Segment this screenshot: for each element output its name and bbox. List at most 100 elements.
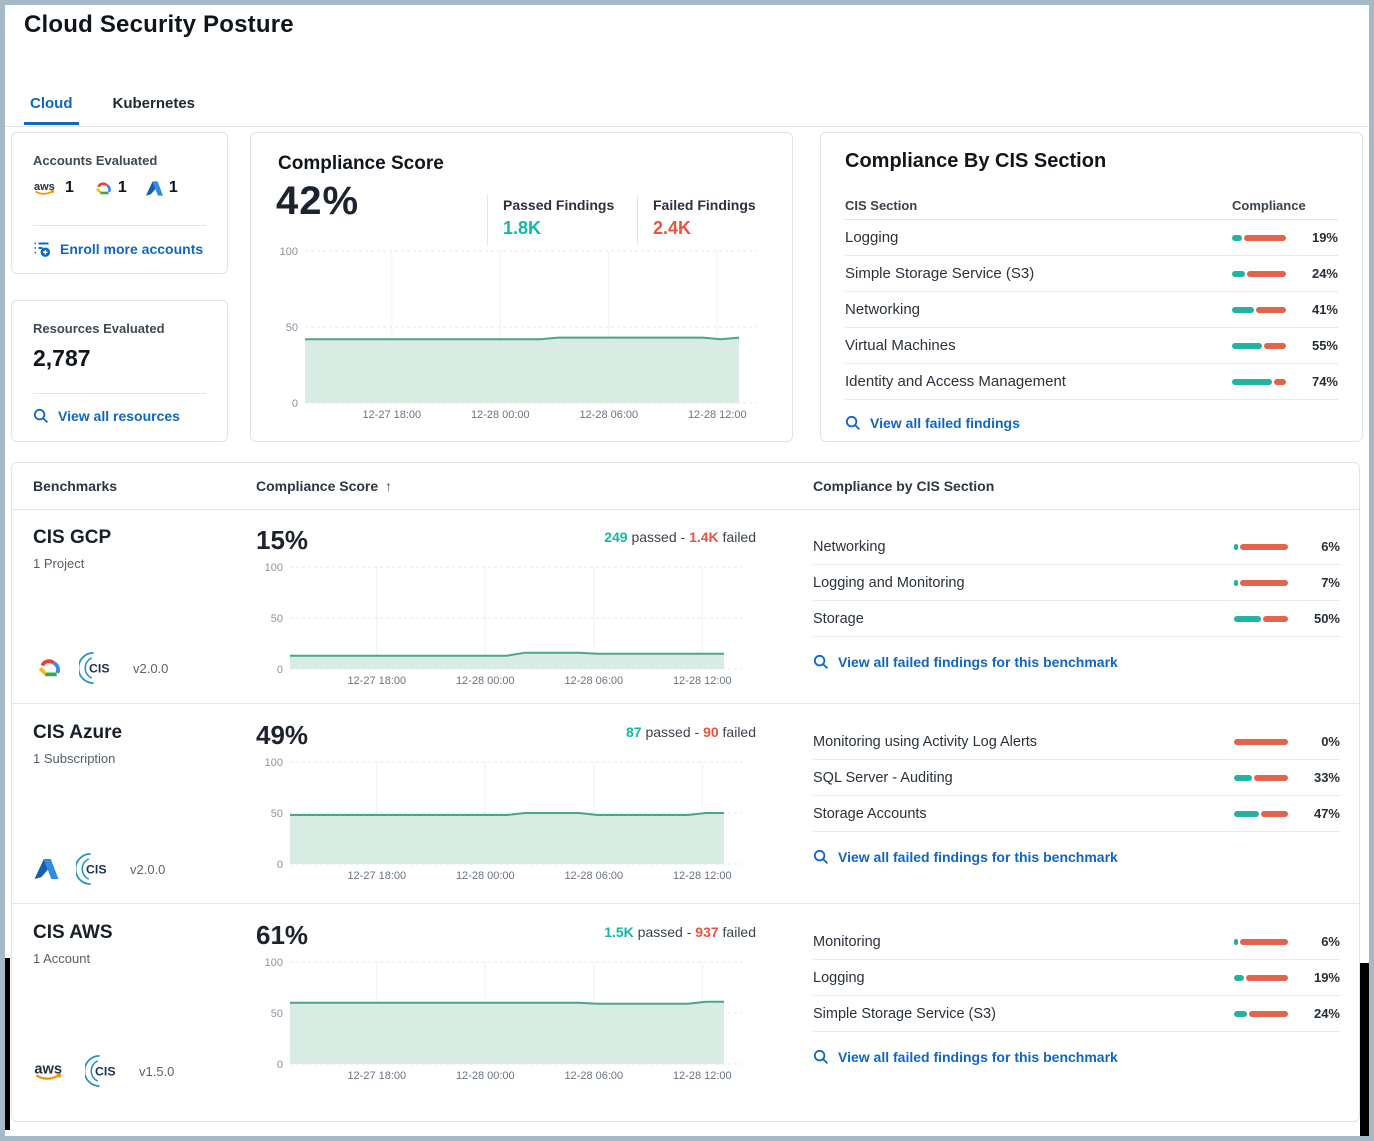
accounts-card-title: Accounts Evaluated (33, 153, 158, 168)
svg-text:50: 50 (271, 1008, 283, 1020)
view-failed-findings-benchmark-link[interactable]: View all failed findings for this benchm… (813, 1049, 1118, 1065)
table-row: Simple Storage Service (S3) 24% (845, 256, 1338, 292)
table-row: Logging and Monitoring 7% (813, 565, 1340, 601)
resources-card-title: Resources Evaluated (33, 321, 165, 336)
compliance-minibar (1234, 774, 1288, 781)
benchmark-logos: CIS v2.0.0 (33, 850, 165, 888)
compliance-minibar (1234, 543, 1288, 550)
table-row: Monitoring using Activity Log Alerts 0% (813, 724, 1340, 760)
screen-artifact-right (1360, 963, 1369, 1136)
search-icon (813, 849, 829, 865)
view-all-failed-findings-link[interactable]: View all failed findings (845, 415, 1020, 431)
svg-text:0: 0 (277, 859, 283, 871)
table-row: Simple Storage Service (S3) 24% (813, 996, 1340, 1032)
svg-text:50: 50 (271, 808, 283, 820)
svg-text:12-28 12:00: 12-28 12:00 (688, 409, 747, 421)
benchmark-score: 49% (256, 720, 309, 750)
compliance-minibar (1232, 342, 1286, 349)
table-row: Networking 41% (845, 292, 1338, 328)
svg-text:aws: aws (34, 1061, 62, 1077)
compliance-score-chart: 12-27 18:00 12-28 00:00 12-28 06:00 12-28 1… (271, 245, 773, 428)
svg-text:50: 50 (271, 613, 283, 625)
svg-text:CIS: CIS (89, 661, 109, 675)
benchmark-cis-sections: Networking 6% Logging and Monitoring 7% … (813, 529, 1340, 675)
passed-failed-summary: 1.5K passed - 937 failed (604, 924, 756, 940)
aws-logo-icon: aws (34, 181, 55, 195)
benchmark-scope: 1 Project (33, 556, 85, 571)
svg-text:12-28 00:00: 12-28 00:00 (456, 870, 515, 882)
benchmark-name: CIS Azure (33, 722, 123, 743)
svg-text:0: 0 (277, 664, 283, 676)
table-row: Logging 19% (813, 960, 1340, 996)
svg-text:12-27 18:00: 12-27 18:00 (362, 409, 421, 421)
benchmark-cis-sections: Monitoring 6% Logging 19% Simple Storage… (813, 924, 1340, 1070)
card-divider (33, 393, 206, 394)
benchmark-score-chart: 12-27 18:00 12-28 00:00 12-28 06:00 12-28 1… (256, 756, 758, 889)
col-cis-section: CIS Section (845, 197, 918, 213)
card-divider (33, 225, 206, 226)
benchmark-name: CIS GCP (33, 527, 112, 548)
compliance-by-cis-section-card: Compliance By CIS Section CIS Section Co… (820, 132, 1363, 442)
tab-cloud[interactable]: Cloud (24, 95, 79, 125)
benchmarks-table-card: Benchmarks Compliance Score ↑ Compliance… (11, 462, 1360, 1122)
tab-kubernetes[interactable]: Kubernetes (112, 95, 196, 112)
benchmark-row-cis-aws: CIS AWS 1 Account aws CIS v1.5.0 61% 1.5… (12, 903, 1359, 1124)
col-compliance: Compliance (1232, 197, 1306, 213)
resources-count: 2,787 (33, 345, 91, 371)
search-icon (813, 1049, 829, 1065)
azure-logo-icon (34, 859, 59, 879)
failed-findings-stat: Failed Findings 2.4K (637, 195, 756, 245)
svg-text:12-28 12:00: 12-28 12:00 (673, 870, 732, 882)
view-failed-findings-benchmark-link[interactable]: View all failed findings for this benchm… (813, 654, 1118, 670)
failed-findings-label: Failed Findings (653, 197, 756, 213)
svg-text:12-28 06:00: 12-28 06:00 (564, 675, 623, 687)
header-divider (5, 126, 1369, 127)
svg-text:CIS: CIS (95, 1064, 115, 1078)
benchmark-cis-sections: Monitoring using Activity Log Alerts 0% … (813, 724, 1340, 870)
svg-text:100: 100 (265, 957, 283, 969)
provider-counts: aws 1 1 1 (33, 179, 178, 197)
view-all-resources-link[interactable]: View all resources (33, 408, 180, 424)
svg-text:CIS: CIS (86, 862, 106, 876)
cis-table-header: CIS Section Compliance (845, 191, 1338, 220)
compliance-minibar (1232, 234, 1286, 241)
col-compliance-by-cis-section: Compliance by CIS Section (813, 478, 995, 494)
compliance-minibar (1234, 938, 1288, 945)
enroll-accounts-icon (34, 242, 50, 257)
cis-logo-icon: CIS (76, 853, 107, 885)
svg-text:12-27 18:00: 12-27 18:00 (347, 870, 406, 882)
cis-card-title: Compliance By CIS Section (845, 150, 1107, 172)
azure-account-count: 1 (145, 179, 178, 197)
svg-text:12-28 06:00: 12-28 06:00 (564, 1070, 623, 1082)
passed-failed-summary: 87 passed - 90 failed (626, 724, 756, 740)
compliance-minibar (1234, 974, 1288, 981)
svg-text:50: 50 (286, 322, 298, 334)
benchmark-score-chart: 12-27 18:00 12-28 00:00 12-28 06:00 12-28 1… (256, 956, 758, 1089)
svg-text:12-28 00:00: 12-28 00:00 (456, 1070, 515, 1082)
screen-artifact-left (5, 958, 10, 1130)
compliance-score-title: Compliance Score (278, 153, 444, 174)
svg-text:12-28 00:00: 12-28 00:00 (456, 675, 515, 687)
table-row: Monitoring 6% (813, 924, 1340, 960)
failed-findings-value: 2.4K (653, 218, 692, 238)
cis-logo-icon: CIS (79, 652, 110, 684)
svg-text:12-28 12:00: 12-28 12:00 (673, 1070, 732, 1082)
svg-text:12-28 06:00: 12-28 06:00 (564, 870, 623, 882)
compliance-minibar (1232, 270, 1286, 277)
resources-evaluated-card: Resources Evaluated 2,787 View all resou… (11, 300, 228, 442)
benchmark-name: CIS AWS (33, 922, 113, 943)
svg-text:100: 100 (280, 246, 298, 258)
svg-text:aws: aws (34, 181, 55, 193)
benchmark-logos: aws CIS v1.5.0 (33, 1052, 174, 1090)
benchmark-scope: 1 Subscription (33, 751, 116, 766)
table-row: Logging 19% (845, 220, 1338, 256)
benchmark-row-cis-azure: CIS Azure 1 Subscription CIS v2.0.0 49% … (12, 703, 1359, 904)
benchmark-version: v1.5.0 (139, 1063, 175, 1079)
search-icon (845, 415, 861, 431)
view-failed-findings-benchmark-link[interactable]: View all failed findings for this benchm… (813, 849, 1118, 865)
col-compliance-score-sort[interactable]: Compliance Score ↑ (256, 478, 393, 494)
cis-section-table: CIS Section Compliance Logging 19% Simpl… (845, 191, 1338, 436)
enroll-more-accounts-link[interactable]: Enroll more accounts (33, 240, 203, 258)
passed-findings-stat: Passed Findings 1.8K (487, 195, 614, 245)
